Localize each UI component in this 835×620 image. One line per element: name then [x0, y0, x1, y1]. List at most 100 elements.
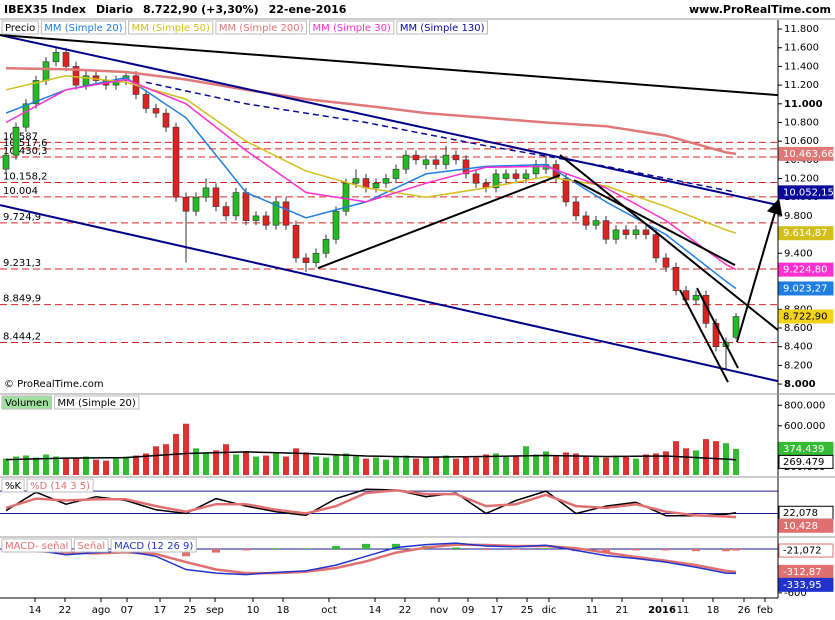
volume-bar [393, 456, 399, 475]
legend-box [1, 478, 25, 493]
x-tick-label: sep [206, 605, 224, 616]
histogram-bar [602, 548, 610, 552]
candle-body [422, 159, 430, 165]
candle-body [472, 173, 480, 184]
volume-bar [383, 459, 389, 475]
candle-body [322, 238, 330, 254]
volume-bar [423, 457, 429, 475]
candle-body [192, 196, 200, 212]
legend-label: %D (14 3 5) [30, 481, 90, 492]
volume-bar [463, 456, 469, 475]
volume-bar [333, 455, 339, 475]
x-tick-label: 2016 [648, 605, 676, 616]
candle-body [442, 154, 450, 165]
histogram-bar [662, 548, 670, 551]
value-label-box [778, 543, 834, 558]
volume-bar [563, 452, 569, 475]
volume-bar [443, 455, 449, 475]
candle-body [462, 159, 470, 175]
candle-body [292, 224, 300, 259]
level-label: 8.849,9 [3, 294, 41, 305]
x-tick-label: 25 [521, 605, 534, 616]
volume-bar [343, 453, 349, 475]
volume-bar [203, 453, 209, 475]
candle-body [492, 173, 500, 189]
volume-bar [283, 456, 289, 475]
y-tick-label: 8.400 [784, 342, 813, 353]
legend-box [26, 478, 94, 493]
candle-body [222, 206, 230, 217]
x-tick-label: 18 [707, 605, 720, 616]
volume-bar [353, 456, 359, 475]
value-label: 9.224,80 [783, 265, 828, 276]
volume-bar [163, 444, 169, 475]
header: IBEX35 Index Diario 8.722,90 (+3,30%) 22-en… [4, 3, 347, 16]
candle-body [572, 201, 580, 217]
y-tick-label: 11.200 [784, 80, 819, 91]
x-tick-label: 11 [677, 605, 690, 616]
volume-bar [413, 458, 419, 475]
legend-box [215, 20, 308, 35]
legend-box [1, 538, 72, 553]
value-label: 9.614,87 [783, 228, 828, 239]
legend-label: MM (Simple 200) [219, 23, 304, 34]
candle-body [42, 61, 50, 81]
x-tick-label: 09 [462, 605, 475, 616]
candle-body [612, 229, 620, 240]
histogram-bar [212, 548, 220, 553]
volume-bar [363, 458, 369, 475]
x-tick-label: 22 [399, 605, 412, 616]
series-line [145, 81, 737, 194]
volume-bar [233, 454, 239, 475]
volume-bar [523, 446, 529, 475]
legend-label: MM (Simple 20) [44, 23, 122, 34]
value-label: -21,072 [783, 546, 822, 557]
histogram-bar [362, 543, 370, 549]
volume-bar [613, 455, 619, 475]
x-tick-label: 07 [121, 605, 134, 616]
candle-body [22, 103, 30, 128]
histogram-bar [692, 548, 700, 552]
candle-body [672, 266, 680, 291]
volume-bar [603, 457, 609, 475]
x-tick-label: 26 [738, 605, 751, 616]
candle-body [702, 295, 710, 324]
candle-body [62, 52, 70, 67]
x-tick-label: 10 [247, 605, 260, 616]
volume-bar [253, 456, 259, 475]
series-line [5, 489, 737, 519]
candle-body [622, 229, 630, 235]
level-label: 10.587 [3, 131, 38, 142]
trend-line [0, 34, 778, 207]
candle-body [152, 108, 160, 114]
value-label: 8.722,90 [783, 312, 828, 323]
volume-bar [483, 454, 489, 475]
legend-label: MACD (12 26 9) [114, 541, 193, 552]
volume-bar [303, 452, 309, 475]
volume-bar [23, 455, 29, 475]
volume-bar [243, 451, 249, 475]
trend-line [317, 174, 561, 270]
candle-body [112, 80, 120, 86]
histogram-bar [542, 548, 550, 549]
x-tick-label: 18 [277, 605, 290, 616]
panel [3, 423, 739, 475]
volume-bar [313, 456, 319, 475]
candle-body [232, 192, 240, 217]
volume-bar [143, 453, 149, 475]
candle-body [302, 257, 310, 263]
volume-bar [293, 448, 299, 475]
histogram-bar [632, 548, 640, 551]
candle-body [392, 168, 400, 179]
candle-body [252, 215, 260, 221]
volume-bar [153, 446, 159, 475]
legend-label: MM (Simple 50) [132, 23, 210, 34]
value-label-box [778, 226, 834, 241]
candle-body [2, 154, 10, 170]
series-line [5, 67, 737, 156]
value-label: 10,428 [783, 521, 818, 532]
candle-body [182, 196, 190, 212]
volume-bar [33, 457, 39, 475]
y-tick-label: 8.200 [784, 360, 813, 371]
